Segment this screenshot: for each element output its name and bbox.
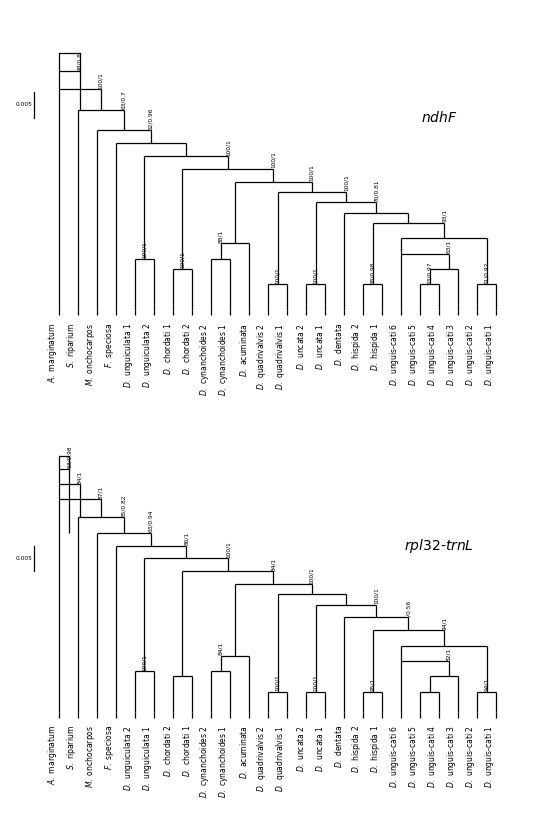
Text: $\it{D.}$ cynanchoides 1: $\it{D.}$ cynanchoides 1 (217, 323, 230, 396)
Text: 62/0.96: 62/0.96 (148, 107, 153, 130)
Text: 82/1: 82/1 (447, 647, 451, 661)
Text: 88/1: 88/1 (218, 230, 223, 243)
Text: $\it{D.}$ hispida 2: $\it{D.}$ hispida 2 (350, 726, 363, 773)
Text: $\it{D.}$ cynanchoides 2: $\it{D.}$ cynanchoides 2 (198, 726, 211, 798)
Text: $\it{D.}$ uncata 2: $\it{D.}$ uncata 2 (295, 726, 306, 772)
Text: $\it{D.}$ acuminata: $\it{D.}$ acuminata (238, 323, 249, 377)
Text: $\it{D.}$ unguiculata 2: $\it{D.}$ unguiculata 2 (141, 323, 154, 389)
Text: 63/1: 63/1 (447, 240, 451, 253)
Text: $\it{D.}$ hispida 2: $\it{D.}$ hispida 2 (350, 323, 363, 371)
Text: $\it{S.}$ riparium: $\it{S.}$ riparium (65, 726, 78, 770)
Text: $\it{D.}$ quadrivalvis 1: $\it{D.}$ quadrivalvis 1 (274, 726, 287, 792)
Text: 98/0.8: 98/0.8 (77, 52, 82, 71)
Text: 68/0.98: 68/0.98 (370, 261, 375, 284)
Text: 0.005: 0.005 (15, 556, 32, 561)
Text: $\it{F.}$ speciosa: $\it{F.}$ speciosa (103, 726, 116, 770)
Text: $\it{D.}$ unguis-cati 5: $\it{D.}$ unguis-cati 5 (407, 323, 420, 386)
Text: 100/1: 100/1 (313, 267, 318, 284)
Text: $\it{F.}$ speciosa: $\it{F.}$ speciosa (103, 323, 116, 368)
Text: 100/1: 100/1 (313, 675, 318, 691)
Text: $\it{D.}$ unguis-cati 2: $\it{D.}$ unguis-cati 2 (464, 726, 477, 788)
Text: $\it{M.}$ onchocarpos: $\it{M.}$ onchocarpos (84, 323, 97, 386)
Text: $\it{D.}$ hispida 1: $\it{D.}$ hispida 1 (369, 726, 382, 773)
Text: 100/1: 100/1 (142, 241, 147, 258)
Text: 94/1: 94/1 (442, 617, 447, 630)
Text: $\it{D.}$ quadrivalvis 1: $\it{D.}$ quadrivalvis 1 (274, 323, 287, 390)
Text: 100/1: 100/1 (309, 567, 314, 583)
Text: $\it{D.}$ unguis-cati 1: $\it{D.}$ unguis-cati 1 (483, 726, 496, 788)
Text: $\it{D.}$ uncata 2: $\it{D.}$ uncata 2 (295, 323, 306, 369)
Text: 93/1: 93/1 (442, 209, 447, 222)
Text: $\it{D.}$ chordati 2: $\it{D.}$ chordati 2 (162, 726, 173, 777)
Text: $\it{D.}$ chordati 2: $\it{D.}$ chordati 2 (181, 323, 192, 375)
Text: $\it{A.}$ marginatum: $\it{A.}$ marginatum (46, 323, 59, 383)
Text: $\it{ndhF}$: $\it{ndhF}$ (421, 110, 457, 125)
Text: $\it{D.}$ cynanchoides 1: $\it{D.}$ cynanchoides 1 (217, 726, 230, 798)
Text: 100/1: 100/1 (309, 165, 314, 181)
Text: 87/1: 87/1 (98, 486, 103, 499)
Text: 84/1: 84/1 (271, 557, 276, 571)
Text: $\it{D.}$ unguis-cati 3: $\it{D.}$ unguis-cati 3 (446, 726, 458, 788)
Text: 95/1: 95/1 (370, 678, 375, 691)
Text: $\it{D.}$ unguis-cati 6: $\it{D.}$ unguis-cati 6 (388, 323, 401, 386)
Text: $\it{D.}$ unguis-cati 3: $\it{D.}$ unguis-cati 3 (446, 323, 458, 386)
Text: 100/1: 100/1 (225, 139, 231, 156)
Text: $\it{D.}$ unguiculata 2: $\it{D.}$ unguiculata 2 (122, 726, 135, 790)
Text: 100/1: 100/1 (142, 654, 147, 671)
Text: $\it{D.}$ dentata: $\it{D.}$ dentata (333, 726, 344, 769)
Text: $\it{D.}$ cynanchoides 2: $\it{D.}$ cynanchoides 2 (198, 323, 211, 396)
Text: $\it{D.}$ acuminata: $\it{D.}$ acuminata (238, 726, 249, 779)
Text: 65/0.82: 65/0.82 (122, 494, 126, 517)
Text: 100/1: 100/1 (343, 175, 348, 191)
Text: 84/1: 84/1 (77, 470, 82, 483)
Text: 94/1: 94/1 (484, 678, 489, 691)
Text: 53/0.98: 53/0.98 (67, 446, 72, 468)
Text: $\it{D.}$ quadrivalvis 2: $\it{D.}$ quadrivalvis 2 (255, 726, 268, 792)
Text: 63/0.94: 63/0.94 (148, 510, 153, 532)
Text: 100/1: 100/1 (275, 675, 280, 691)
Text: 100/1: 100/1 (271, 151, 276, 168)
Text: 63/0.7: 63/0.7 (122, 91, 126, 109)
Text: 86/1: 86/1 (184, 532, 188, 545)
Text: 100/1: 100/1 (374, 587, 379, 604)
Text: 61/0.92: 61/0.92 (484, 261, 489, 284)
Text: $\it{D.}$ uncata 1: $\it{D.}$ uncata 1 (314, 323, 325, 369)
Text: 0.005: 0.005 (15, 102, 32, 107)
Text: 63/0.97: 63/0.97 (427, 261, 433, 284)
Text: $\it{D.}$ unguiculata 1: $\it{D.}$ unguiculata 1 (141, 726, 154, 791)
Text: $\it{D.}$ unguis-cati 5: $\it{D.}$ unguis-cati 5 (407, 726, 420, 788)
Text: $\it{D.}$ unguis-cati 4: $\it{D.}$ unguis-cati 4 (427, 726, 440, 789)
Text: $\it{D.}$ dentata: $\it{D.}$ dentata (333, 323, 344, 366)
Text: 70/0.81: 70/0.81 (374, 179, 379, 201)
Text: -/0.56: -/0.56 (406, 600, 411, 617)
Text: $\it{A.}$ marginatum: $\it{A.}$ marginatum (46, 726, 59, 785)
Text: $\it{S.}$ riparium: $\it{S.}$ riparium (65, 323, 78, 368)
Text: $\it{D.}$ unguis-cati 4: $\it{D.}$ unguis-cati 4 (427, 323, 440, 386)
Text: 100/1: 100/1 (180, 252, 185, 269)
Text: $\it{D.}$ unguis-cati 2: $\it{D.}$ unguis-cati 2 (464, 323, 477, 385)
Text: 84/1: 84/1 (218, 642, 223, 656)
Text: $\it{D.}$ hispida 1: $\it{D.}$ hispida 1 (369, 323, 382, 371)
Text: $rpl32$-$trnL$: $rpl32$-$trnL$ (404, 537, 474, 555)
Text: $\it{D.}$ unguis-cati 1: $\it{D.}$ unguis-cati 1 (483, 323, 496, 386)
Text: $\it{D.}$ chordati 1: $\it{D.}$ chordati 1 (162, 323, 173, 375)
Text: $\it{D.}$ quadrivalvis 2: $\it{D.}$ quadrivalvis 2 (255, 323, 268, 390)
Text: 100/1: 100/1 (275, 267, 280, 284)
Text: $\it{M.}$ onchocarpos: $\it{M.}$ onchocarpos (84, 726, 97, 789)
Text: 100/1: 100/1 (98, 72, 103, 89)
Text: 100/1: 100/1 (225, 541, 231, 558)
Text: $\it{D.}$ uncata 1: $\it{D.}$ uncata 1 (314, 726, 325, 772)
Text: $\it{D.}$ unguiculata 1: $\it{D.}$ unguiculata 1 (122, 323, 135, 389)
Text: $\it{D.}$ unguis-cati 6: $\it{D.}$ unguis-cati 6 (388, 726, 401, 789)
Text: $\it{D.}$ chordati 1: $\it{D.}$ chordati 1 (181, 726, 192, 777)
